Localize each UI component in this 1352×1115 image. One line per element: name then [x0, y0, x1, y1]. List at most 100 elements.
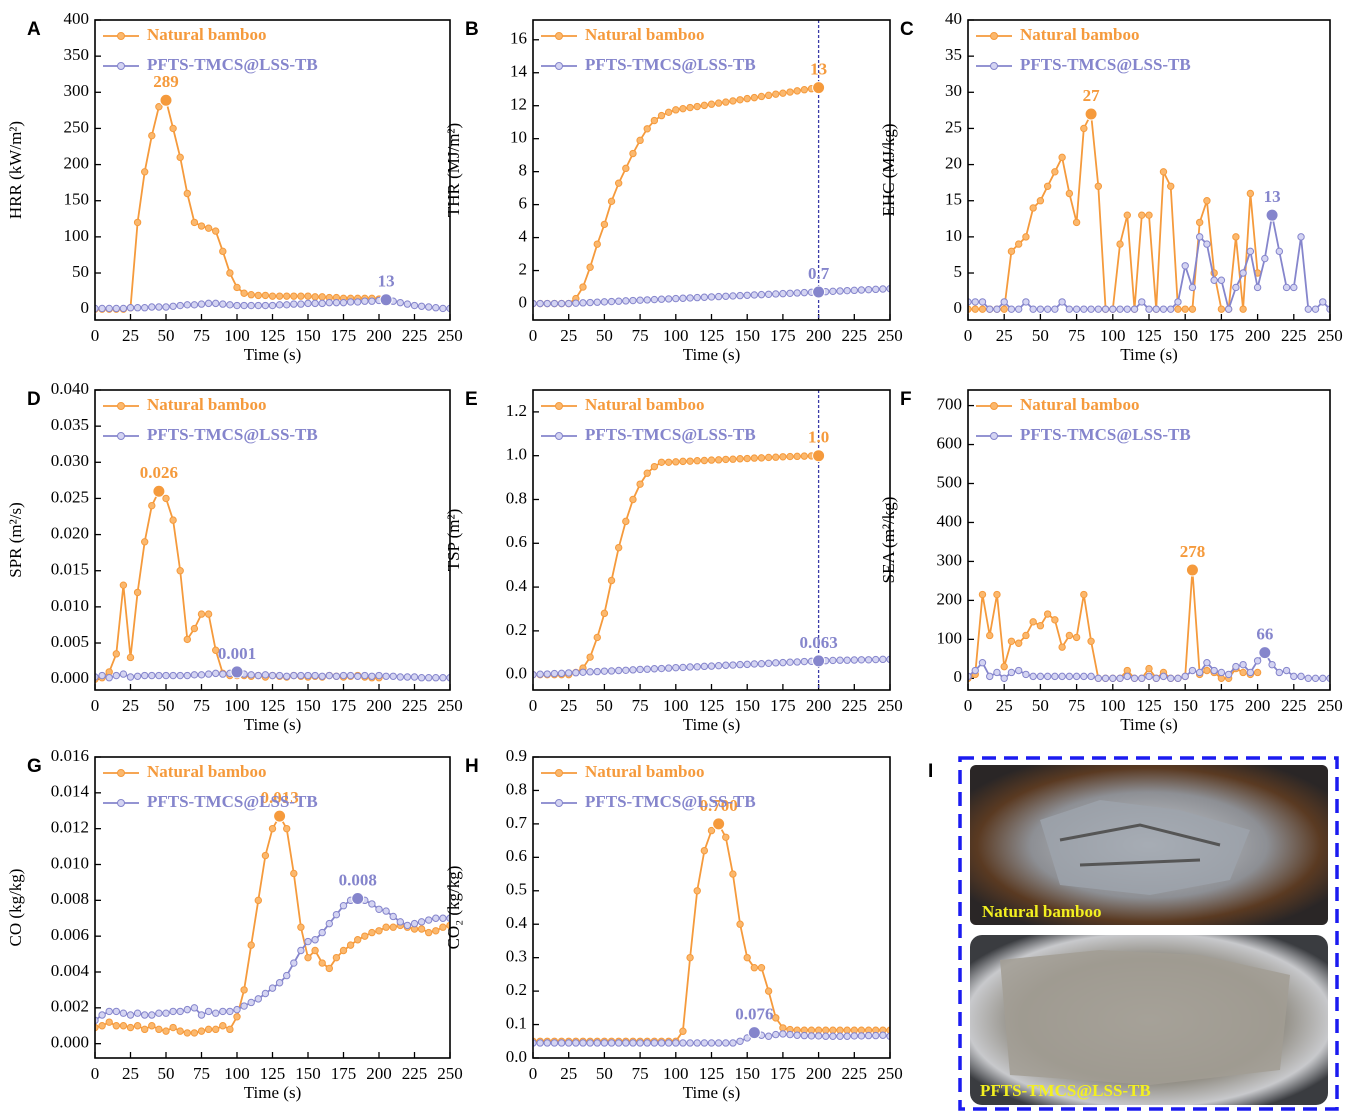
series-line [968, 215, 1330, 313]
data-point [736, 291, 744, 300]
data-point [614, 297, 623, 305]
data-point [204, 610, 213, 618]
x-tick-label: 175 [1209, 696, 1235, 715]
data-point [162, 303, 170, 311]
data-point [779, 453, 787, 461]
x-tick-label: 225 [842, 1064, 868, 1083]
data-point [382, 923, 390, 931]
data-point [650, 462, 659, 471]
data-point [268, 671, 277, 680]
data-point [126, 304, 135, 312]
legend-marker [555, 799, 563, 807]
x-tick-label: 200 [366, 1064, 392, 1083]
data-point [417, 925, 426, 933]
data-point [148, 303, 156, 311]
data-point [219, 1022, 227, 1030]
data-point [283, 824, 291, 833]
y-tick-label: 0.0 [506, 1047, 527, 1066]
plot-area [533, 451, 890, 679]
data-point [396, 298, 404, 307]
x-tick-label: 75 [193, 326, 210, 345]
data-point [297, 671, 305, 680]
data-point [1116, 305, 1124, 313]
data-point [750, 93, 759, 102]
plot-area [968, 566, 1330, 683]
data-point [1101, 305, 1110, 313]
photo-detail [1059, 823, 1221, 867]
chart-panel: B 0 25 50 75 100 125 150 175 200 225 250 0 2 4 6 8 10 12 14… [444, 19, 903, 364]
data-point [197, 300, 206, 308]
data-point [112, 1022, 121, 1030]
data-point [1058, 672, 1066, 681]
annotation: 0.700 [700, 796, 738, 815]
data-point [304, 292, 312, 300]
y-tick-label: 0.000 [51, 1033, 89, 1052]
highlight-point [747, 1026, 761, 1040]
data-point [98, 1011, 106, 1019]
legend-marker [555, 32, 563, 40]
data-point [779, 1030, 787, 1038]
data-point [1145, 305, 1153, 313]
highlight-point [812, 285, 826, 299]
y-tick-label: 0.016 [51, 746, 89, 765]
data-point [679, 1039, 687, 1047]
data-point [1123, 305, 1131, 313]
data-point [786, 658, 794, 666]
data-point [593, 240, 601, 248]
data-point [643, 1039, 651, 1047]
data-point [126, 1023, 135, 1032]
data-point [1261, 254, 1269, 263]
data-point [1232, 283, 1240, 292]
y-tick-label: 14 [510, 62, 528, 81]
legend-label: PFTS-TMCS@LSS-TB [585, 55, 756, 74]
data-point [793, 1031, 801, 1039]
data-point [707, 456, 716, 464]
x-axis-label: Time (s) [244, 345, 301, 364]
data-point [664, 458, 673, 466]
data-point [1319, 298, 1327, 306]
data-point [1268, 660, 1276, 669]
data-point [268, 301, 277, 310]
plot-frame [967, 19, 1331, 321]
data-point [550, 669, 559, 678]
data-point [536, 299, 544, 308]
data-point [843, 1026, 851, 1034]
data-point [1297, 672, 1305, 681]
plot-area [95, 487, 450, 683]
data-point [1029, 204, 1037, 212]
data-point [700, 846, 709, 855]
highlight-point [1084, 107, 1098, 121]
y-tick-label: 0.3 [506, 947, 527, 966]
data-point [382, 672, 390, 680]
data-point [622, 517, 630, 526]
x-tick-label: 25 [560, 1064, 577, 1083]
x-tick-label: 100 [224, 696, 250, 715]
data-point [650, 116, 659, 125]
data-point [693, 457, 701, 465]
data-point [1065, 672, 1074, 681]
data-point [254, 896, 262, 905]
data-point [105, 1018, 113, 1026]
data-point [425, 928, 433, 937]
data-point [375, 671, 383, 680]
data-point [636, 480, 644, 488]
data-point [850, 286, 858, 295]
data-point [1159, 305, 1168, 313]
data-point [417, 918, 426, 926]
data-point [600, 1039, 609, 1047]
data-point [722, 98, 730, 106]
panel-letter: E [465, 389, 478, 410]
x-tick-label: 225 [842, 326, 868, 345]
x-tick-label: 125 [1136, 326, 1162, 345]
data-point [857, 286, 866, 294]
data-point [233, 1013, 241, 1021]
data-point [204, 1007, 213, 1016]
data-point [1072, 672, 1081, 681]
data-point [1239, 660, 1247, 669]
data-point [1087, 637, 1095, 645]
data-point [240, 986, 248, 994]
annotation: 13 [378, 272, 395, 291]
data-point [119, 304, 128, 313]
data-point [757, 454, 766, 462]
chart-panel: A 0 25 50 75 100 125 150 175 200 225 250 0 50 100 150 20… [6, 9, 463, 364]
